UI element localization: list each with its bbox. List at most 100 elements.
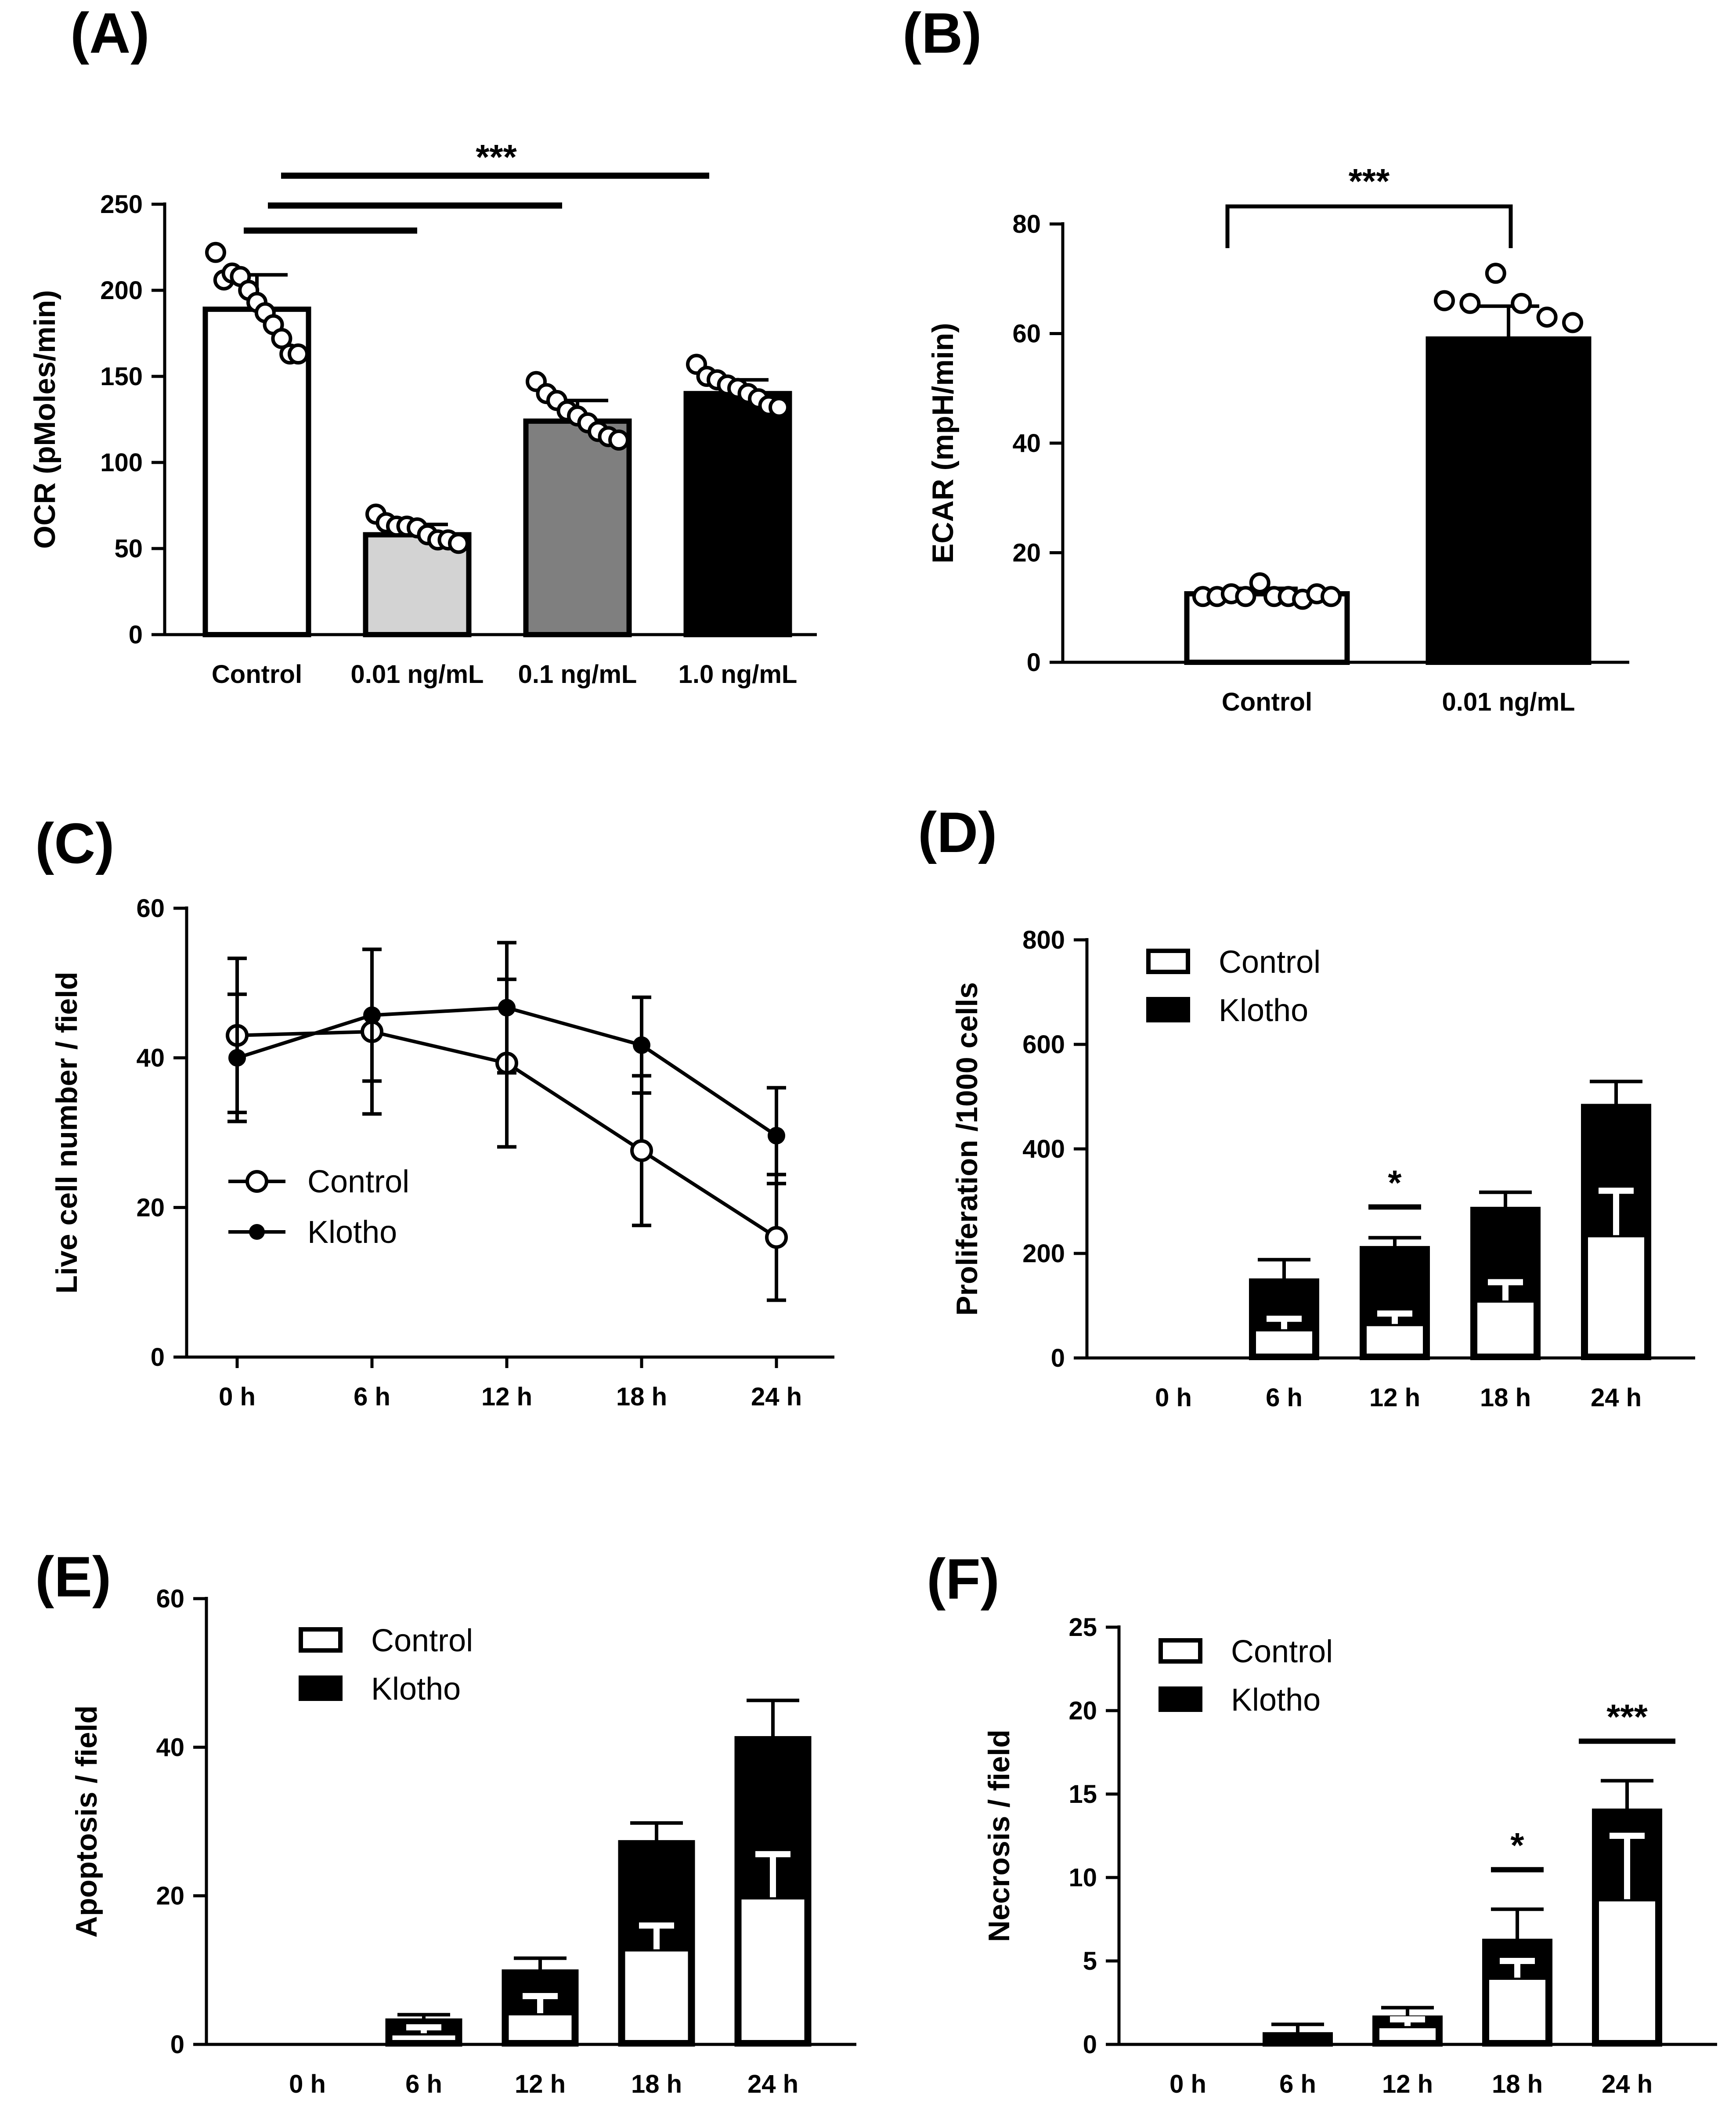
- x-tick-label: 12 h: [1369, 1383, 1420, 1412]
- panel-label: (B): [902, 1, 982, 65]
- y-tick-label: 0: [170, 2030, 184, 2059]
- y-axis-title: Proliferation /1000 cells: [950, 982, 984, 1316]
- data-point: [1235, 586, 1256, 607]
- data-point: [768, 1127, 785, 1145]
- y-tick-label: 40: [156, 1733, 184, 1762]
- x-tick-label: 0.01 ng/mL: [1442, 688, 1575, 716]
- legend-label: Control: [371, 1623, 473, 1658]
- data-point: [498, 999, 516, 1017]
- y-tick-label: 0: [1083, 2030, 1097, 2059]
- legend-label: Klotho: [307, 1215, 397, 1250]
- legend-swatch: [1146, 997, 1190, 1022]
- y-axis-title: ECAR (mpH/min): [926, 323, 960, 563]
- y-tick-label: 5: [1083, 1947, 1097, 1975]
- data-point: [1536, 307, 1558, 328]
- panel-label: (E): [35, 1545, 111, 1609]
- x-tick-label: 0 h: [1169, 2070, 1206, 2098]
- y-tick-label: 40: [1012, 429, 1041, 458]
- legend-swatch: [1146, 949, 1190, 974]
- x-tick-label: 18 h: [1480, 1383, 1531, 1412]
- bar-control: [737, 1895, 809, 2044]
- y-tick-label: 0: [129, 621, 143, 649]
- panel-3: (C) 0 20 40 60 Live cell number / field 0 h 6 h…: [35, 811, 834, 1411]
- x-tick-label: Control: [212, 660, 302, 689]
- y-tick-label: 100: [100, 448, 143, 477]
- bar-control: [388, 2031, 460, 2044]
- y-tick-label: 60: [136, 894, 165, 923]
- data-point: [1485, 263, 1506, 284]
- x-tick-label: 6 h: [1266, 1383, 1303, 1412]
- significance-marker: *: [1510, 1826, 1524, 1865]
- significance-marker: *: [1388, 1163, 1402, 1202]
- legend-marker: [249, 1224, 265, 1240]
- y-axis-title: Live cell number / field: [50, 971, 83, 1293]
- data-point: [448, 533, 469, 554]
- bar-control: [1485, 1975, 1550, 2044]
- legend-swatch: [299, 1627, 343, 1653]
- y-axis-title: OCR (pMoles/min): [28, 290, 61, 549]
- panel-label: (C): [35, 811, 114, 875]
- significance-marker: ***: [476, 137, 517, 177]
- panel-1: (A) 0 50 100 150 200 250 OCR (pMoles/min) Contro…: [28, 1, 817, 689]
- panel-2: (B) 0 20 40 60 80 ECAR (mpH/min) Control 0.01 ng…: [902, 1, 1629, 716]
- panel-6: (F) 0 5 10 15 20 25 Necrosis / field 0 h 6 h 12 h 1…: [927, 1547, 1717, 2098]
- data-point: [288, 343, 309, 365]
- significance-marker: ***: [1349, 162, 1390, 201]
- y-tick-label: 20: [156, 1882, 184, 1910]
- bar-control: [1362, 1321, 1427, 1358]
- y-tick-label: 400: [1022, 1135, 1065, 1163]
- y-tick-label: 600: [1022, 1030, 1065, 1059]
- x-tick-label: 6 h: [1279, 2070, 1316, 2098]
- legend-label: Klotho: [371, 1672, 461, 1707]
- y-tick-label: 50: [114, 534, 143, 563]
- bar-control: [1375, 2024, 1440, 2045]
- data-point: [633, 1036, 650, 1054]
- y-axis-title: Necrosis / field: [982, 1729, 1016, 1942]
- panel-5: (E) 0 20 40 60 Apoptosis / field 0 h 6 h 12 h 18 …: [35, 1545, 856, 2098]
- y-tick-label: 10: [1068, 1863, 1097, 1892]
- data-point: [363, 1006, 381, 1024]
- legend-label: Klotho: [1219, 993, 1308, 1028]
- panel-label: (A): [70, 1, 149, 65]
- x-tick-label: 0 h: [289, 2070, 326, 2098]
- y-tick-label: 80: [1012, 210, 1041, 238]
- y-tick-label: 20: [1068, 1697, 1097, 1725]
- data-point: [205, 242, 226, 263]
- x-tick-label: 24 h: [1591, 1383, 1642, 1412]
- y-tick-label: 150: [100, 362, 143, 391]
- bar-control: [621, 1947, 693, 2045]
- x-tick-label: 6 h: [405, 2070, 442, 2098]
- data-point: [1459, 292, 1481, 314]
- bar-control: [504, 2011, 576, 2045]
- x-tick-label: 18 h: [1492, 2070, 1543, 2098]
- y-tick-label: 800: [1022, 926, 1065, 954]
- x-tick-label: 18 h: [616, 1383, 667, 1411]
- y-tick-label: 200: [100, 276, 143, 305]
- y-tick-label: 20: [1012, 539, 1041, 567]
- bar-control: [1252, 1327, 1317, 1358]
- legend-swatch: [1159, 1686, 1202, 1712]
- y-tick-label: 60: [156, 1585, 184, 1613]
- bar-control: [1595, 1897, 1660, 2044]
- legend-swatch: [299, 1675, 343, 1701]
- x-tick-label: 1.0 ng/mL: [679, 660, 798, 689]
- data-point: [1562, 312, 1583, 333]
- y-tick-label: 60: [1012, 320, 1041, 348]
- legend-swatch: [1159, 1638, 1202, 1664]
- x-tick-label: 0 h: [219, 1383, 256, 1411]
- data-point: [769, 397, 790, 418]
- x-tick-label: 6 h: [354, 1383, 390, 1411]
- y-tick-label: 40: [136, 1044, 165, 1072]
- x-tick-label: 12 h: [481, 1383, 532, 1411]
- legend-label: Klotho: [1231, 1683, 1321, 1718]
- bar: [1426, 336, 1592, 665]
- x-tick-label: 0.01 ng/mL: [351, 660, 484, 689]
- bar-control: [1473, 1298, 1538, 1358]
- y-tick-label: 20: [136, 1193, 165, 1222]
- x-tick-label: 0 h: [1155, 1383, 1192, 1412]
- x-tick-label: 24 h: [751, 1383, 802, 1411]
- bar-control: [1584, 1233, 1649, 1358]
- y-axis-title: Apoptosis / field: [70, 1705, 103, 1938]
- x-tick-label: 18 h: [631, 2070, 682, 2098]
